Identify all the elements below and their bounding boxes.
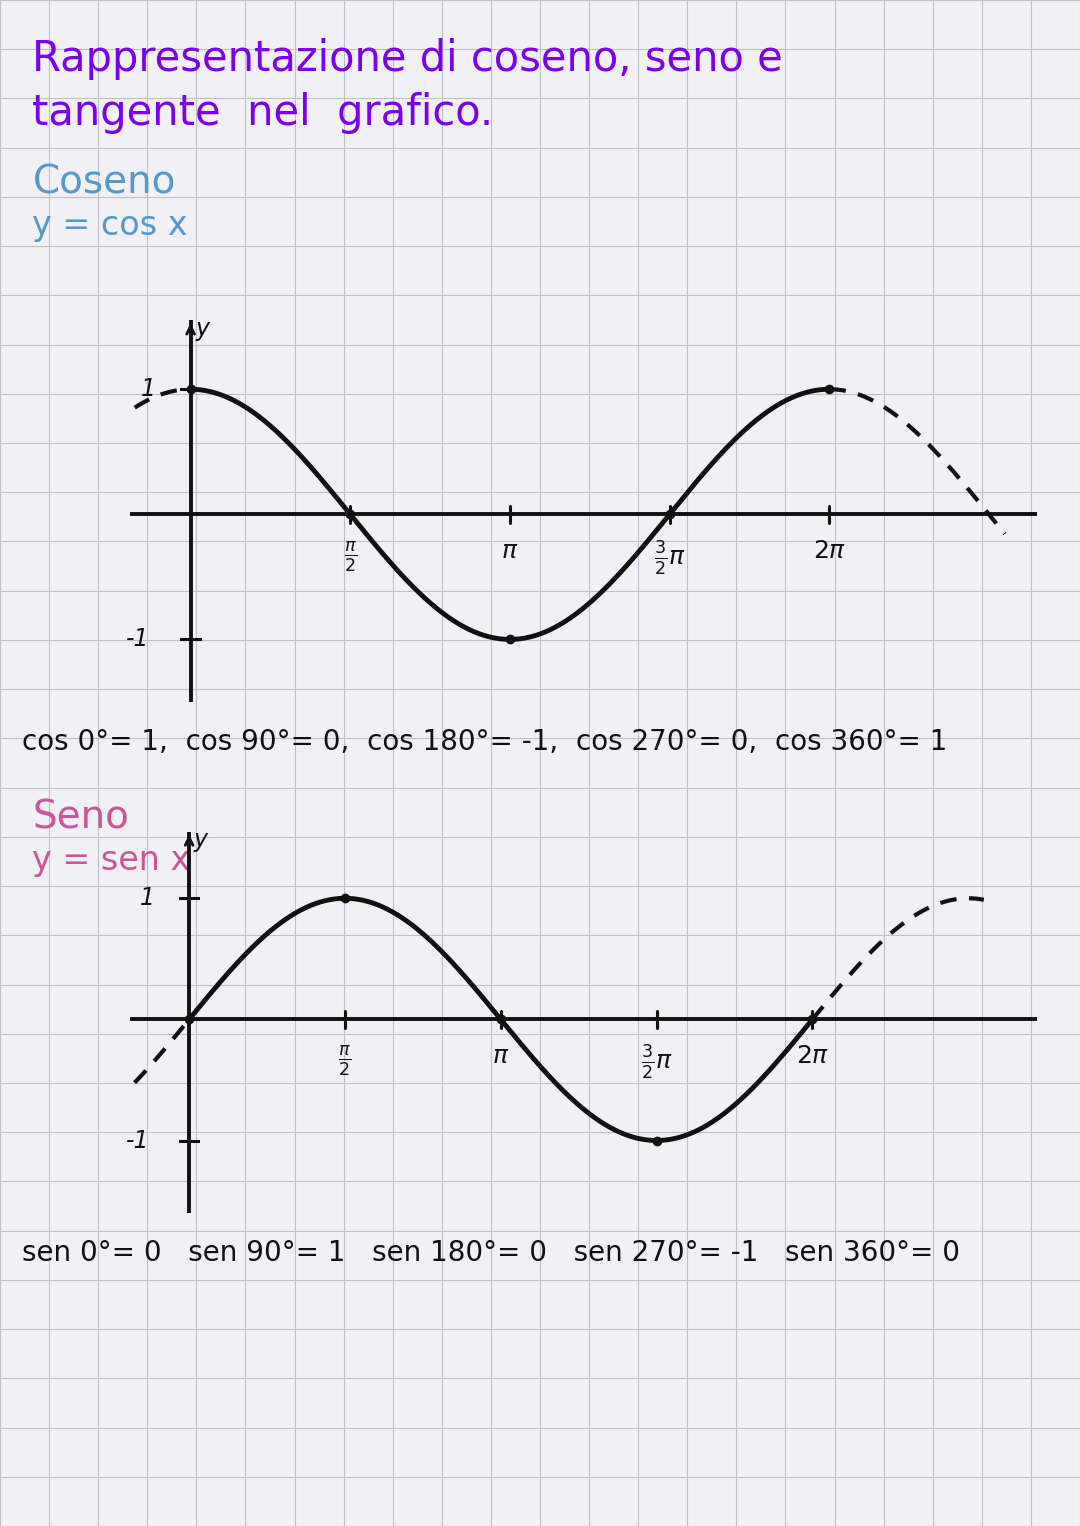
Text: 1: 1 (140, 887, 154, 911)
Text: sen 0°= 0   sen 90°= 1   sen 180°= 0   sen 270°= -1   sen 360°= 0: sen 0°= 0 sen 90°= 1 sen 180°= 0 sen 270… (22, 1239, 960, 1267)
Text: y = cos x: y = cos x (32, 209, 188, 243)
Text: $\frac{\pi}{2}$: $\frac{\pi}{2}$ (338, 1044, 351, 1079)
Text: Coseno: Coseno (32, 163, 176, 201)
Text: tangente  nel  grafico.: tangente nel grafico. (32, 92, 494, 134)
Text: 1: 1 (140, 377, 156, 401)
Text: cos 0°= 1,  cos 90°= 0,  cos 180°= -1,  cos 270°= 0,  cos 360°= 1: cos 0°= 1, cos 90°= 0, cos 180°= -1, cos… (22, 728, 947, 755)
Text: $\frac{3}{2}\pi$: $\frac{3}{2}\pi$ (653, 539, 686, 577)
Text: $2\pi$: $2\pi$ (812, 539, 846, 563)
Text: Seno: Seno (32, 798, 130, 836)
Text: y = sen x: y = sen x (32, 844, 191, 877)
Text: $\frac{3}{2}\pi$: $\frac{3}{2}\pi$ (640, 1044, 673, 1082)
Text: -1: -1 (126, 627, 149, 652)
Text: $\frac{\pi}{2}$: $\frac{\pi}{2}$ (343, 539, 356, 574)
Text: y: y (194, 829, 208, 852)
Text: -1: -1 (125, 1129, 149, 1152)
Text: $2\pi$: $2\pi$ (796, 1044, 829, 1068)
Text: $\pi$: $\pi$ (501, 539, 518, 563)
Text: Rappresentazione di coseno, seno e: Rappresentazione di coseno, seno e (32, 38, 783, 81)
Text: y: y (195, 317, 210, 342)
Text: $\pi$: $\pi$ (492, 1044, 510, 1068)
